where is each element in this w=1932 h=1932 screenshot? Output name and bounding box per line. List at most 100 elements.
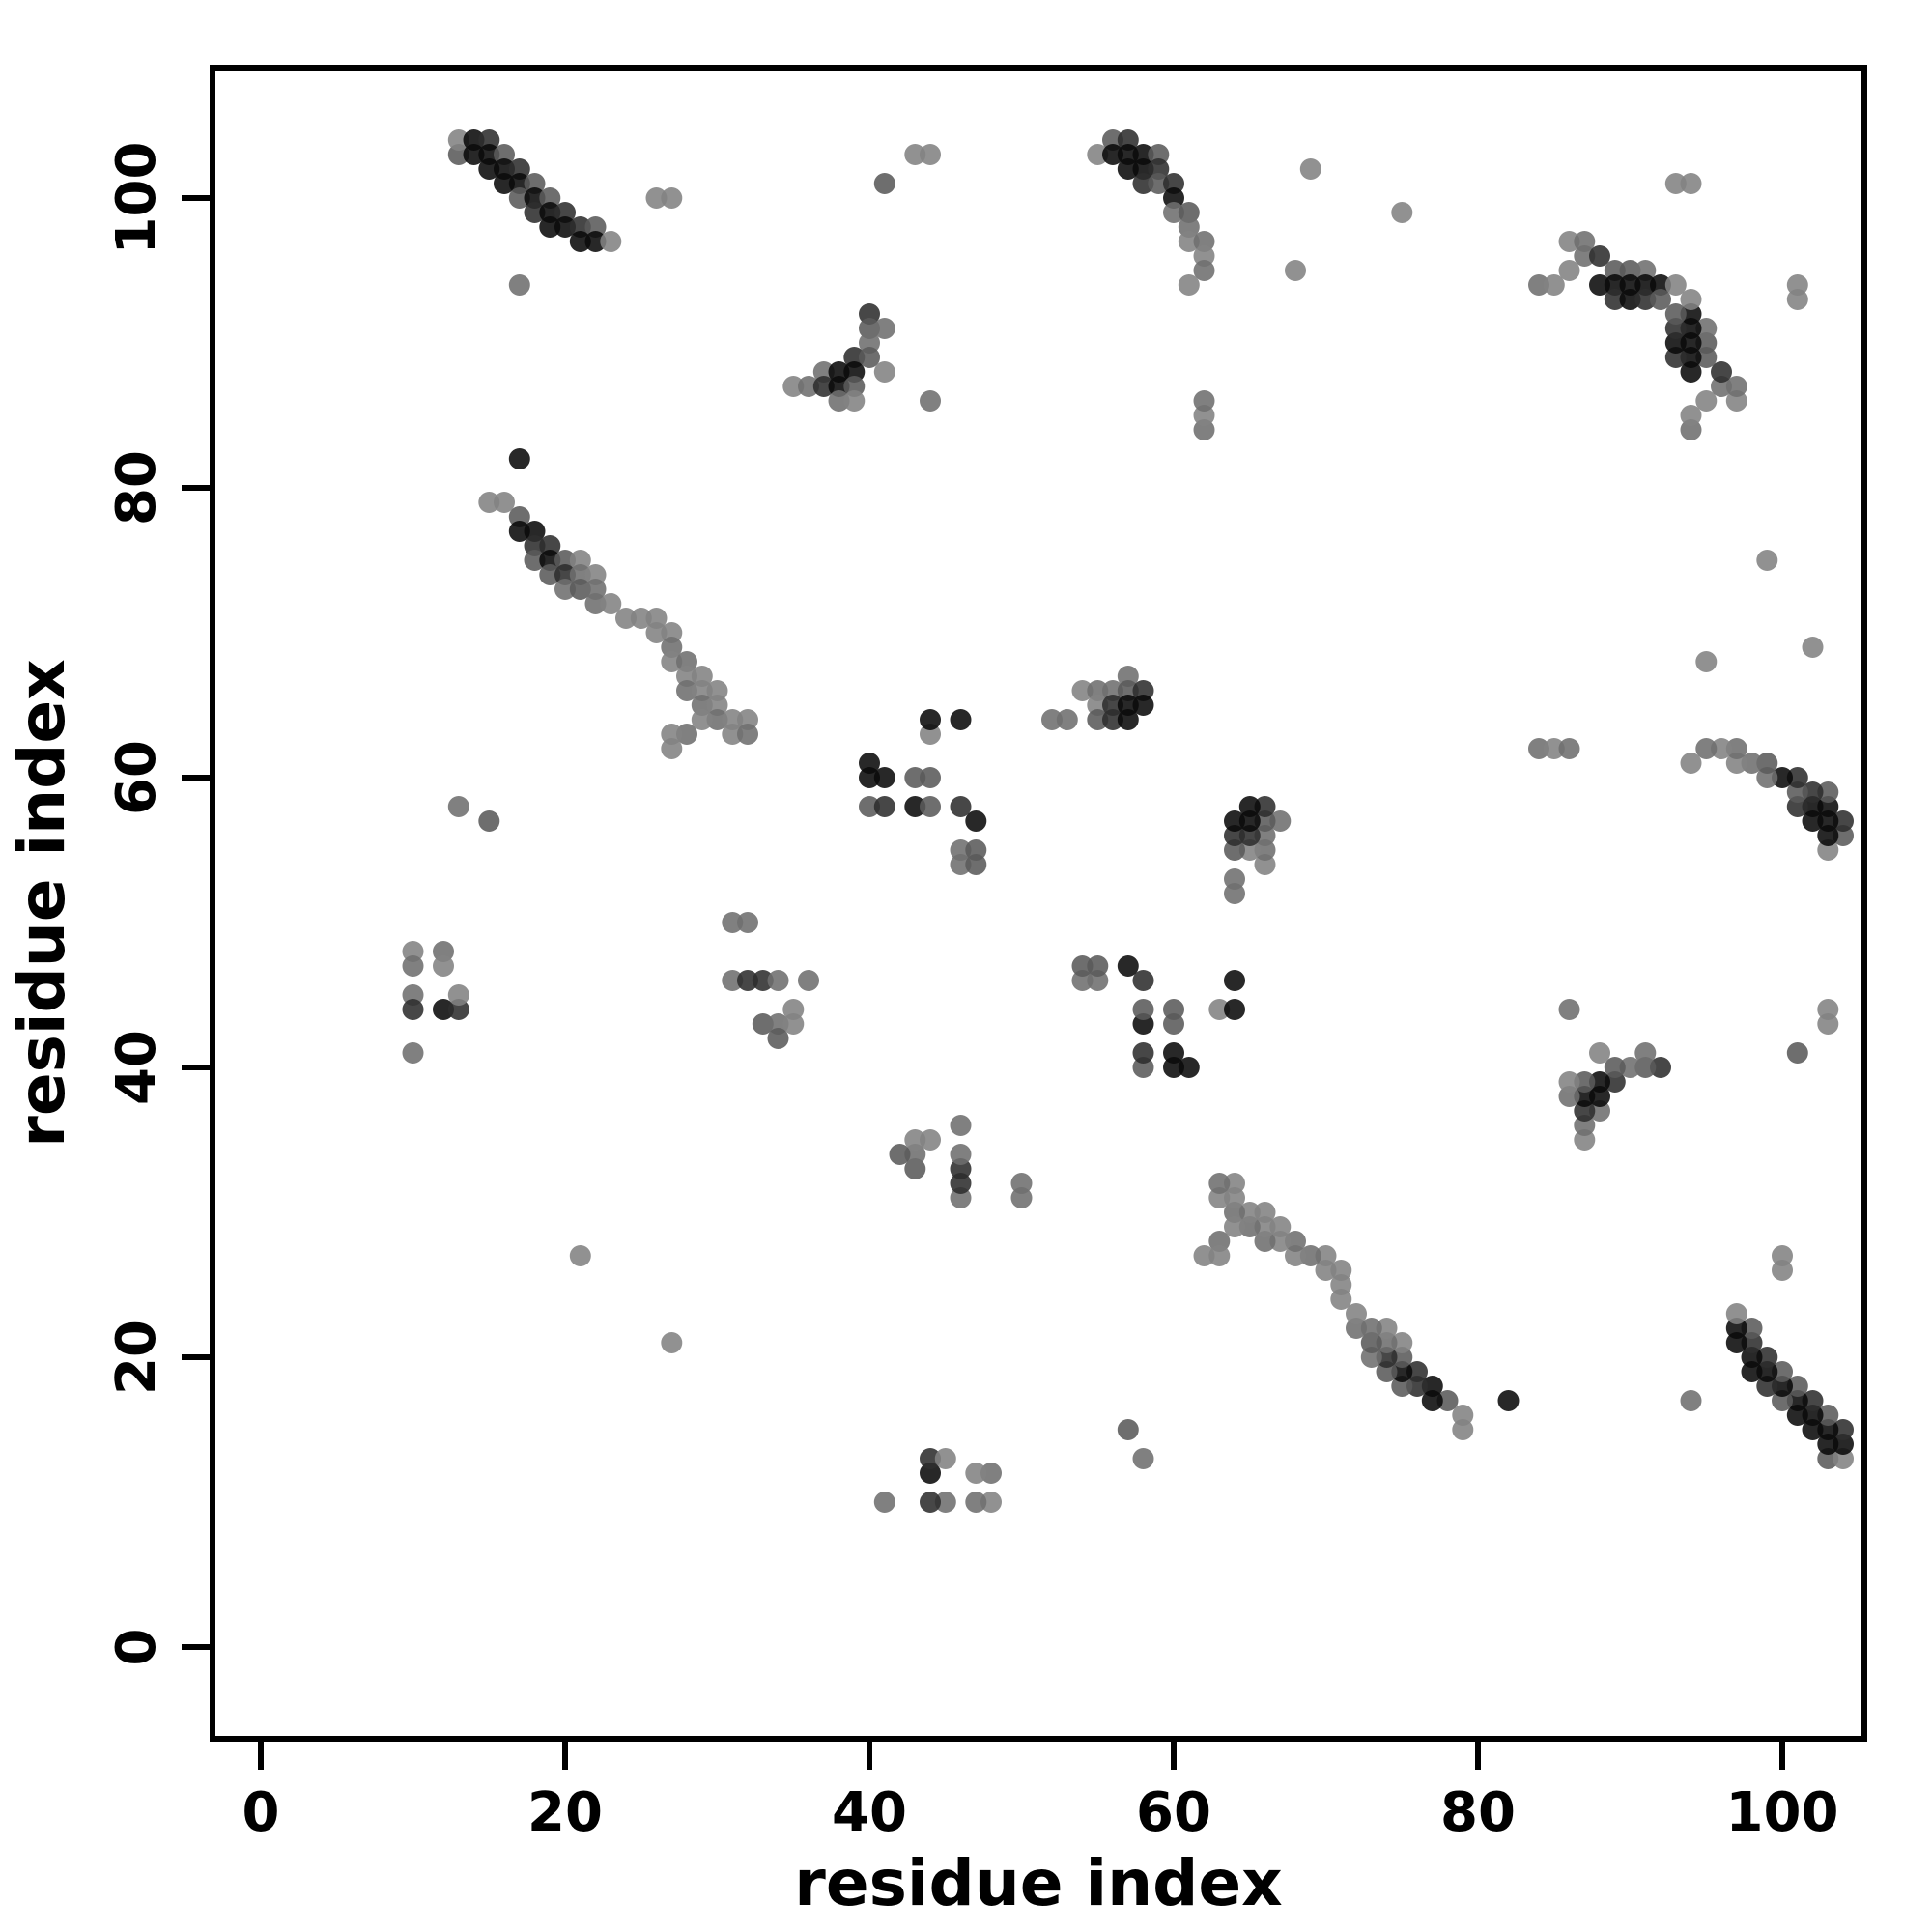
- data-point: [1802, 1390, 1824, 1411]
- data-point: [539, 564, 561, 585]
- data-point: [873, 173, 895, 194]
- data-point: [1558, 231, 1580, 252]
- data-point: [1360, 1318, 1382, 1339]
- data-point: [1497, 1390, 1520, 1411]
- data-point: [873, 318, 895, 339]
- data-point: [1786, 1042, 1808, 1064]
- data-point: [1117, 955, 1139, 977]
- data-point: [1056, 709, 1078, 730]
- data-point: [1543, 738, 1565, 759]
- x-tick-label: 100: [1726, 1781, 1839, 1844]
- data-point: [950, 1144, 972, 1165]
- data-point: [661, 1332, 683, 1353]
- data-point: [1117, 158, 1139, 180]
- data-point: [1071, 680, 1094, 701]
- data-point: [1238, 1202, 1261, 1223]
- data-point: [569, 1245, 591, 1266]
- data-point: [1589, 1071, 1610, 1093]
- data-point: [1406, 1361, 1428, 1382]
- data-point: [767, 1028, 789, 1049]
- data-point: [478, 810, 500, 832]
- data-point: [1117, 709, 1139, 730]
- data-point: [904, 144, 926, 165]
- data-point: [920, 144, 941, 165]
- data-point: [1756, 1347, 1778, 1368]
- data-point: [1802, 637, 1824, 658]
- data-point: [645, 622, 668, 643]
- x-tick-label: 80: [1440, 1781, 1516, 1844]
- data-point: [433, 999, 454, 1020]
- data-point: [1680, 289, 1702, 310]
- data-point: [782, 1013, 805, 1035]
- data-point: [873, 796, 895, 817]
- data-point: [798, 970, 819, 991]
- data-point: [508, 187, 530, 209]
- x-tick-label: 40: [832, 1781, 907, 1844]
- data-point: [402, 1042, 424, 1064]
- data-point: [1741, 753, 1763, 774]
- data-point: [1619, 289, 1641, 310]
- data-point: [920, 796, 941, 817]
- data-point: [508, 274, 530, 296]
- y-axis-ticks: 0 20 40 60 80 100: [105, 142, 213, 1665]
- data-point: [691, 709, 713, 730]
- data-point: [1725, 1303, 1747, 1324]
- data-point: [1346, 1303, 1367, 1324]
- data-point: [1391, 1332, 1413, 1353]
- data-point: [1772, 767, 1793, 788]
- data-point: [447, 796, 469, 817]
- data-point: [1741, 1318, 1763, 1339]
- data-point: [980, 1463, 1002, 1484]
- data-point: [1102, 709, 1123, 730]
- data-point: [661, 651, 683, 672]
- data-point: [904, 767, 926, 788]
- data-point: [554, 216, 576, 238]
- data-point: [433, 955, 454, 977]
- data-point: [1132, 695, 1154, 716]
- data-point: [1558, 999, 1580, 1020]
- data-point: [1574, 245, 1596, 267]
- data-point: [980, 1492, 1002, 1513]
- data-point: [737, 970, 758, 991]
- data-point: [1178, 1057, 1200, 1078]
- data-point: [1786, 1376, 1808, 1397]
- data-point: [1391, 202, 1413, 223]
- data-point: [1695, 318, 1718, 339]
- plot-frame: [210, 65, 1867, 1742]
- data-point: [1315, 1245, 1337, 1266]
- data-point: [1285, 1231, 1306, 1252]
- data-point: [920, 1448, 941, 1469]
- data-point: [630, 608, 652, 629]
- data-point: [1619, 1057, 1641, 1078]
- data-point: [645, 187, 668, 209]
- data-point: [1604, 1057, 1626, 1078]
- data-point: [1664, 173, 1687, 194]
- x-tick-label: 0: [242, 1781, 280, 1844]
- data-point: [1833, 1419, 1854, 1440]
- data-point: [1589, 245, 1610, 267]
- data-point: [661, 187, 683, 209]
- data-point: [524, 550, 546, 571]
- data-point: [1224, 1173, 1245, 1194]
- data-point: [1269, 810, 1292, 832]
- data-point: [1650, 1057, 1671, 1078]
- data-point: [494, 173, 515, 194]
- data-point: [1695, 390, 1718, 412]
- data-point: [447, 984, 469, 1006]
- data-point: [950, 796, 972, 817]
- data-point: [584, 593, 607, 614]
- data-point: [934, 1492, 956, 1513]
- data-point: [1604, 289, 1626, 310]
- data-point: [782, 376, 805, 397]
- data-point: [478, 492, 500, 513]
- data-point: [1589, 1042, 1610, 1064]
- data-point: [1695, 738, 1718, 759]
- data-point: [1254, 1202, 1276, 1223]
- data-point: [965, 839, 987, 861]
- data-point: [676, 680, 697, 701]
- data-point: [950, 709, 972, 730]
- data-point: [539, 216, 561, 238]
- data-point: [920, 709, 941, 730]
- data-point: [1543, 274, 1565, 296]
